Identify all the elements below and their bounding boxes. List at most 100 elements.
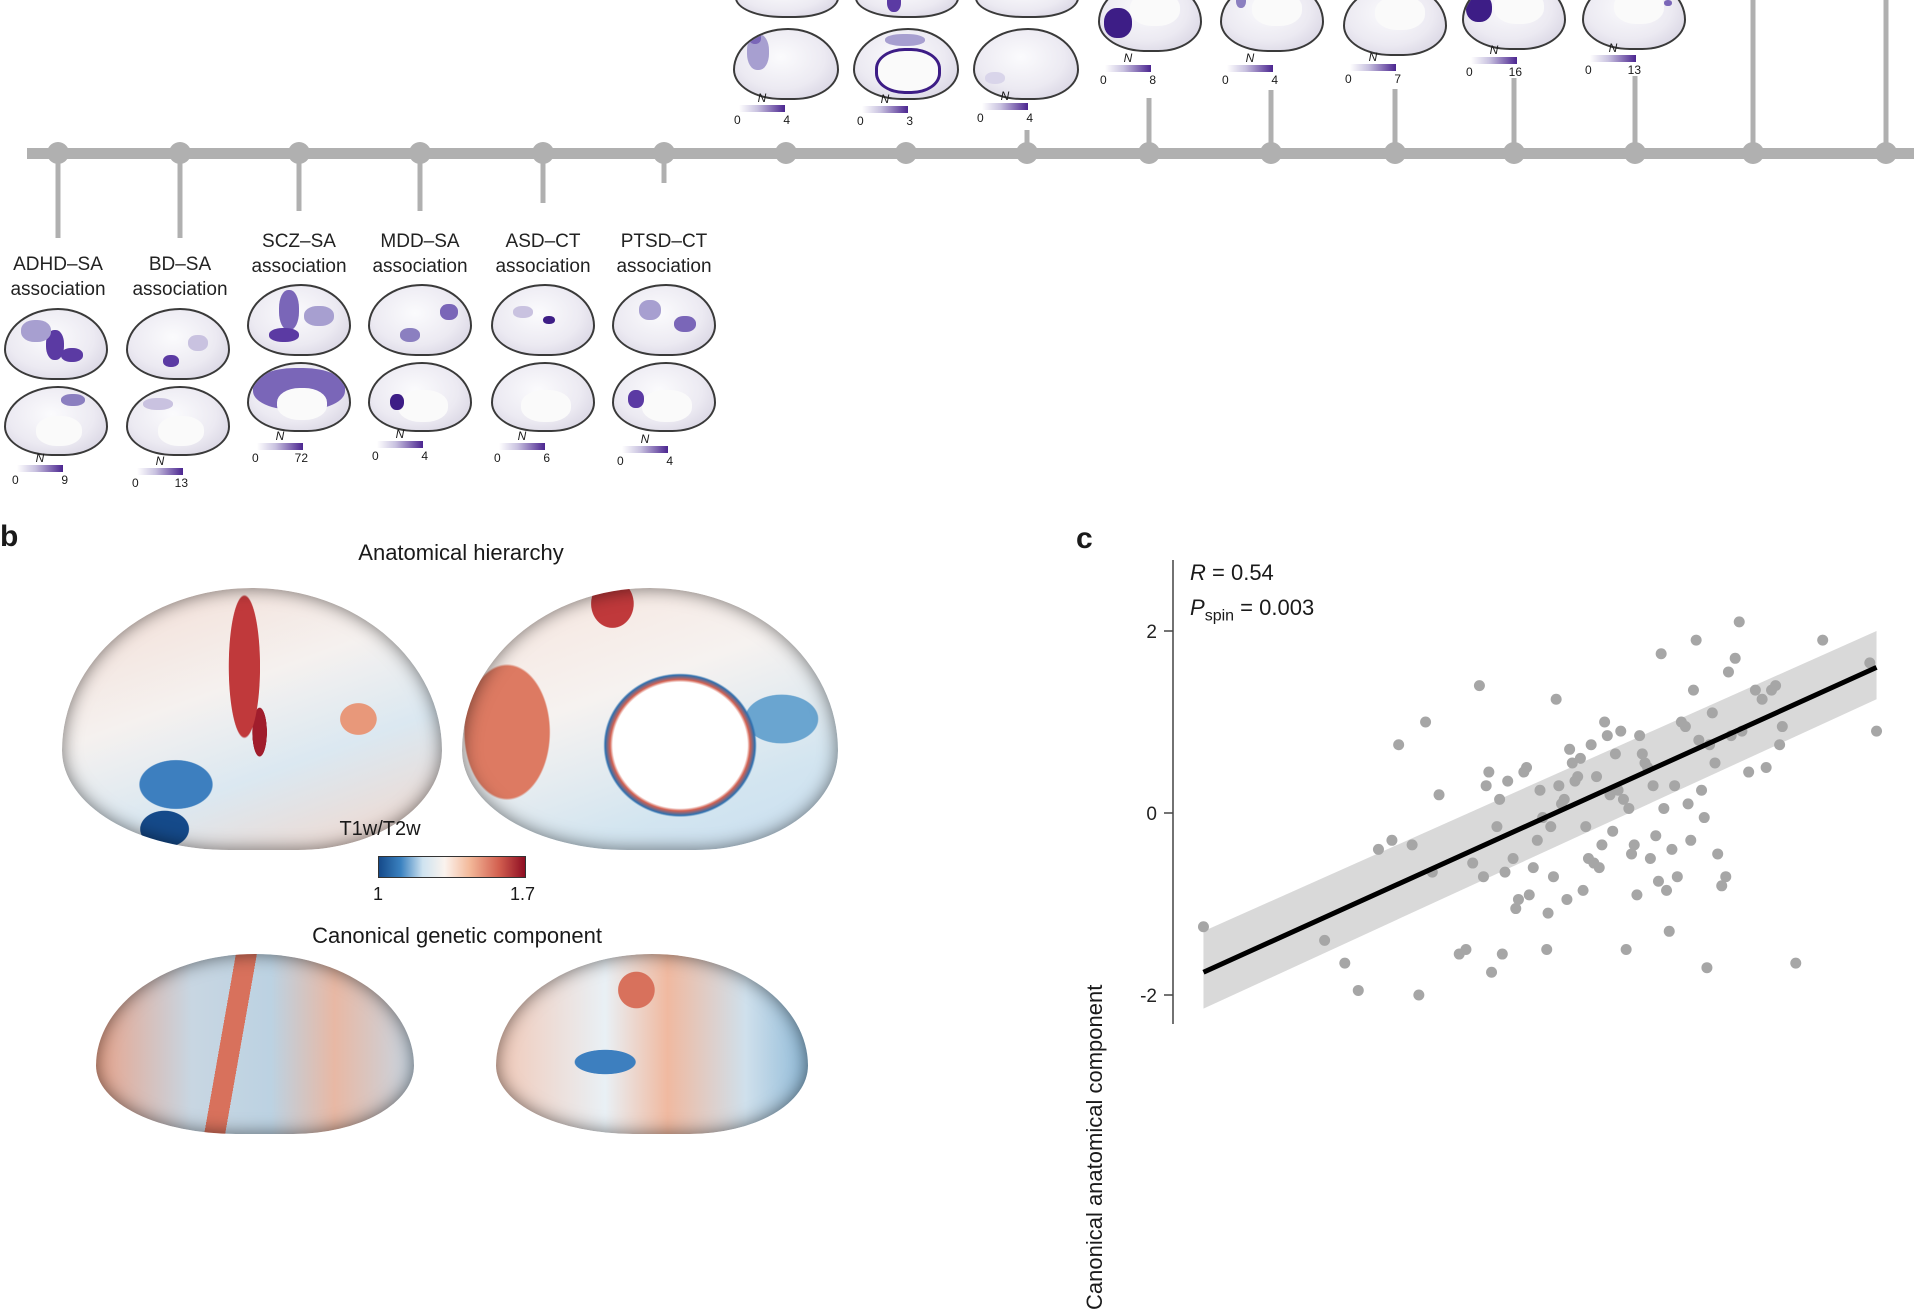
data-point bbox=[1523, 889, 1535, 901]
data-point bbox=[1480, 780, 1492, 792]
legend-colorbar bbox=[1590, 55, 1636, 62]
count-legend: N 0 6 bbox=[487, 430, 557, 465]
legend-min: 0 bbox=[977, 111, 984, 125]
legend-colorbar bbox=[739, 105, 785, 112]
legend-label: N bbox=[1368, 50, 1378, 64]
timeline-node bbox=[895, 142, 917, 164]
data-point bbox=[1647, 780, 1659, 792]
data-point bbox=[1558, 793, 1570, 805]
legend-colorbar bbox=[622, 446, 668, 453]
data-point bbox=[1433, 789, 1445, 801]
brain-lateral-genetic-component bbox=[96, 954, 414, 1134]
legend-max: 6 bbox=[543, 451, 550, 465]
data-point bbox=[1339, 957, 1351, 969]
legend-max: 13 bbox=[1627, 63, 1641, 77]
timeline-stem bbox=[540, 153, 546, 203]
legend-colorbar bbox=[17, 465, 63, 472]
data-point bbox=[1477, 871, 1489, 883]
timeline-stem bbox=[1146, 98, 1152, 153]
association-disorder: ASD–CT bbox=[505, 231, 581, 252]
data-point bbox=[1634, 730, 1646, 742]
brain-lateral-view bbox=[735, 0, 839, 18]
legend-label: N bbox=[1000, 89, 1010, 103]
timeline-stem bbox=[1268, 90, 1274, 153]
data-point bbox=[1733, 616, 1745, 628]
data-point bbox=[1510, 903, 1522, 915]
association-word: association bbox=[372, 256, 468, 277]
data-point bbox=[1572, 771, 1584, 783]
legend-min: 0 bbox=[1100, 73, 1107, 87]
brain-medial-view bbox=[853, 28, 959, 100]
data-point bbox=[1661, 884, 1673, 896]
timeline-stem bbox=[1883, 0, 1889, 153]
legend-min: 0 bbox=[1345, 72, 1352, 86]
legend-max: 9 bbox=[61, 473, 68, 487]
legend-min: 0 bbox=[617, 454, 624, 468]
panel-letter-b: b bbox=[0, 520, 19, 553]
legend-label: N bbox=[155, 454, 165, 468]
count-legend: N 0 9 bbox=[5, 452, 75, 487]
data-point bbox=[1512, 893, 1524, 905]
association-label: ADHD–SA association bbox=[10, 252, 105, 302]
association-disorder: SCZ–SA bbox=[262, 231, 336, 252]
brain-medial-view bbox=[973, 28, 1079, 100]
data-point bbox=[1663, 925, 1675, 937]
brain-medial-view bbox=[1098, 0, 1202, 52]
timeline-stem bbox=[1750, 0, 1756, 153]
timeline-stem bbox=[1511, 78, 1517, 153]
data-point bbox=[1615, 725, 1627, 737]
brain-medial-view bbox=[368, 362, 472, 432]
data-point bbox=[1553, 780, 1565, 792]
legend-colorbar bbox=[377, 441, 423, 448]
legend-colorbar bbox=[499, 443, 545, 450]
data-point bbox=[1666, 843, 1678, 855]
count-legend: N 0 3 bbox=[850, 93, 920, 128]
legend-colorbar bbox=[1105, 65, 1151, 72]
brain-medial-view bbox=[1343, 0, 1447, 56]
association-label: PTSD–CT association bbox=[616, 229, 711, 279]
regression-line bbox=[1202, 665, 1878, 975]
data-point bbox=[1521, 762, 1533, 773]
stat-p-value: = 0.003 bbox=[1240, 595, 1315, 620]
data-point bbox=[1591, 771, 1603, 783]
legend-colorbar bbox=[1350, 64, 1396, 71]
data-point bbox=[1760, 762, 1772, 773]
data-point bbox=[1669, 780, 1681, 792]
data-point bbox=[1636, 748, 1648, 760]
data-point bbox=[1620, 944, 1632, 955]
brain-medial-view bbox=[1220, 0, 1324, 52]
association-label: MDD–SA association bbox=[372, 229, 467, 279]
legend-colorbar bbox=[1471, 57, 1517, 64]
data-point bbox=[1687, 684, 1699, 696]
data-point bbox=[1607, 825, 1619, 837]
legend-colorbar bbox=[137, 468, 183, 475]
panel-letter-c: c bbox=[1076, 522, 1093, 555]
timeline-stem bbox=[417, 153, 423, 211]
data-point bbox=[1386, 834, 1398, 846]
data-point bbox=[1671, 871, 1683, 883]
legend-max: 8 bbox=[1149, 73, 1156, 87]
data-point bbox=[1372, 843, 1384, 855]
brain-medial-anatomical-hierarchy bbox=[462, 588, 838, 850]
data-point bbox=[1628, 839, 1640, 851]
stat-r-value: = 0.54 bbox=[1212, 560, 1274, 585]
data-point bbox=[1720, 871, 1732, 883]
timeline-stem bbox=[1392, 89, 1398, 153]
legend-max: 7 bbox=[1394, 72, 1401, 86]
data-point bbox=[1319, 934, 1331, 946]
data-point bbox=[1631, 889, 1643, 901]
data-point bbox=[1406, 839, 1418, 851]
data-point bbox=[1491, 821, 1503, 833]
timeline-stem bbox=[55, 153, 61, 238]
legend-colorbar bbox=[257, 443, 303, 450]
legend-min: 0 bbox=[857, 114, 864, 128]
data-point bbox=[1561, 893, 1573, 905]
stat-p-spin: Pspin = 0.003 bbox=[1190, 595, 1314, 625]
legend-label: N bbox=[1489, 43, 1499, 57]
association-disorder: MDD–SA bbox=[380, 231, 460, 252]
data-point bbox=[1693, 734, 1705, 746]
association-word: association bbox=[495, 256, 591, 277]
data-point bbox=[1593, 862, 1605, 874]
data-point bbox=[1774, 739, 1786, 751]
data-point bbox=[1486, 966, 1498, 978]
